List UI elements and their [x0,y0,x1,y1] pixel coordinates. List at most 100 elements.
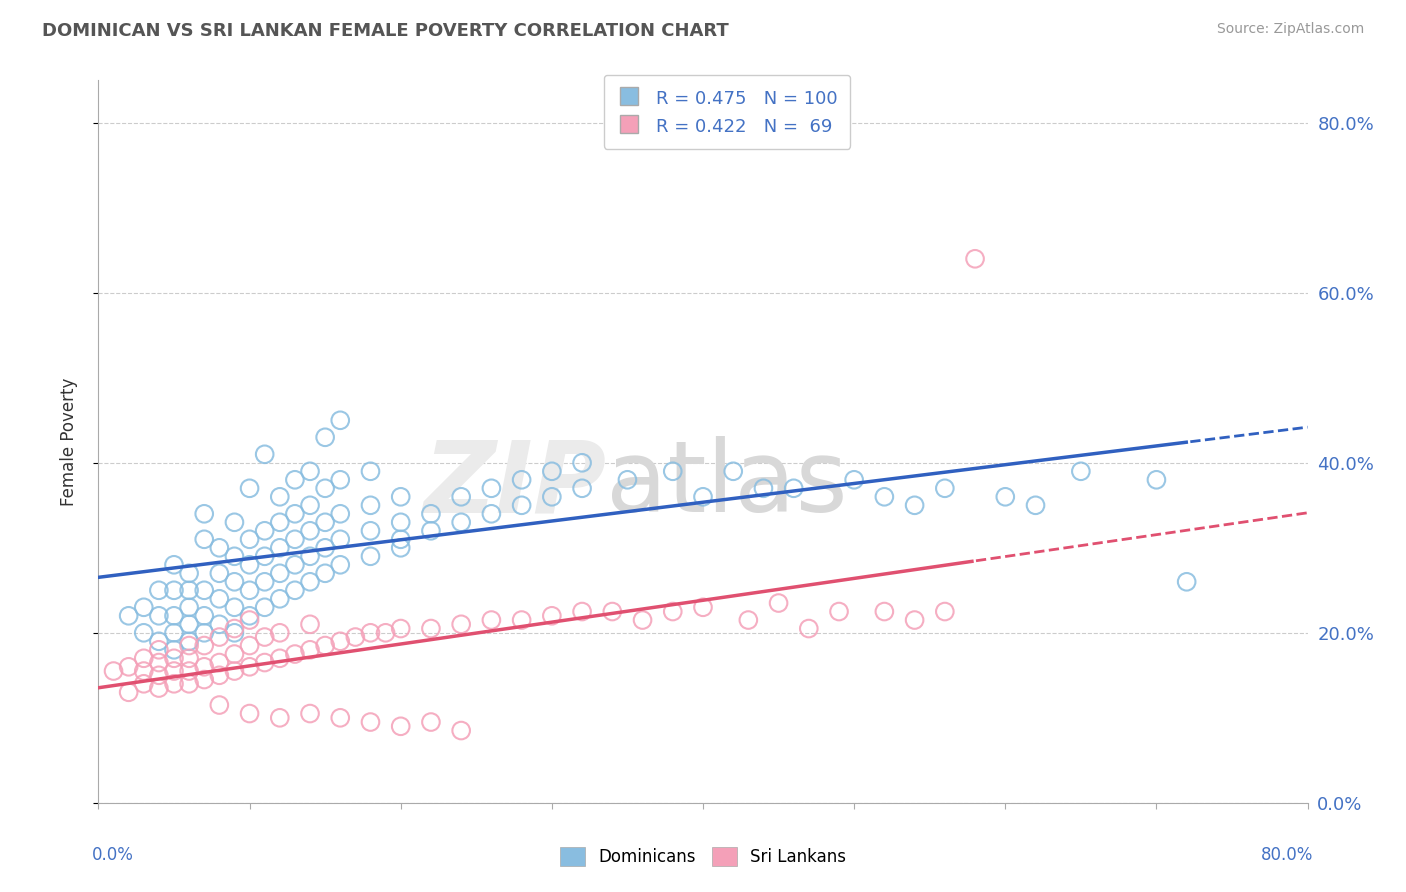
Point [314,481,336,495]
Point [118,660,141,674]
Point [299,617,322,632]
Point [420,714,443,729]
Point [208,656,231,670]
Point [1175,574,1198,589]
Point [299,524,322,538]
Point [193,507,215,521]
Point [224,625,246,640]
Point [631,613,654,627]
Point [208,668,231,682]
Point [239,533,262,547]
Point [661,464,683,478]
Point [132,600,155,615]
Point [239,706,262,721]
Point [329,711,352,725]
Point [179,677,201,691]
Point [253,524,276,538]
Point [269,490,291,504]
Point [253,630,276,644]
Point [224,622,246,636]
Point [692,490,714,504]
Point [904,613,927,627]
Point [253,447,276,461]
Point [208,566,231,581]
Point [132,651,155,665]
Point [723,464,745,478]
Point [132,664,155,678]
Point [965,252,987,266]
Point [450,490,472,504]
Point [163,677,186,691]
Point [239,558,262,572]
Point [193,583,215,598]
Point [269,566,291,581]
Point [284,473,307,487]
Point [828,605,851,619]
Point [329,473,352,487]
Point [329,413,352,427]
Point [239,481,262,495]
Point [768,596,790,610]
Point [224,600,246,615]
Point [510,498,533,512]
Point [752,481,775,495]
Point [314,639,336,653]
Point [329,558,352,572]
Point [163,642,186,657]
Point [571,456,593,470]
Point [344,630,367,644]
Point [193,660,215,674]
Point [571,605,593,619]
Legend: R = 0.475   N = 100, R = 0.422   N =  69: R = 0.475 N = 100, R = 0.422 N = 69 [603,75,851,149]
Point [994,490,1017,504]
Point [148,656,170,670]
Point [269,541,291,555]
Point [934,605,956,619]
Point [904,498,927,512]
Point [299,706,322,721]
Point [269,711,291,725]
Point [1144,473,1167,487]
Point [132,625,155,640]
Point [314,541,336,555]
Point [510,613,533,627]
Point [253,549,276,564]
Point [118,685,141,699]
Point [239,613,262,627]
Point [299,464,322,478]
Point [299,549,322,564]
Point [239,639,262,653]
Point [148,608,170,623]
Point [103,664,125,678]
Point [481,481,503,495]
Point [329,507,352,521]
Point [661,605,683,619]
Point [360,549,382,564]
Point [163,625,186,640]
Point [1024,498,1046,512]
Point [420,622,443,636]
Point [510,473,533,487]
Point [299,642,322,657]
Point [179,634,201,648]
Point [239,608,262,623]
Point [389,622,412,636]
Point [193,608,215,623]
Point [269,625,291,640]
Point [873,490,896,504]
Point [602,605,624,619]
Point [132,677,155,691]
Point [208,698,231,712]
Point [224,664,246,678]
Point [540,464,562,478]
Point [253,656,276,670]
Point [1070,464,1092,478]
Point [284,533,307,547]
Point [284,558,307,572]
Point [253,600,276,615]
Point [193,533,215,547]
Legend: Dominicans, Sri Lankans: Dominicans, Sri Lankans [551,838,855,875]
Point [284,647,307,661]
Point [179,617,201,632]
Point [179,664,201,678]
